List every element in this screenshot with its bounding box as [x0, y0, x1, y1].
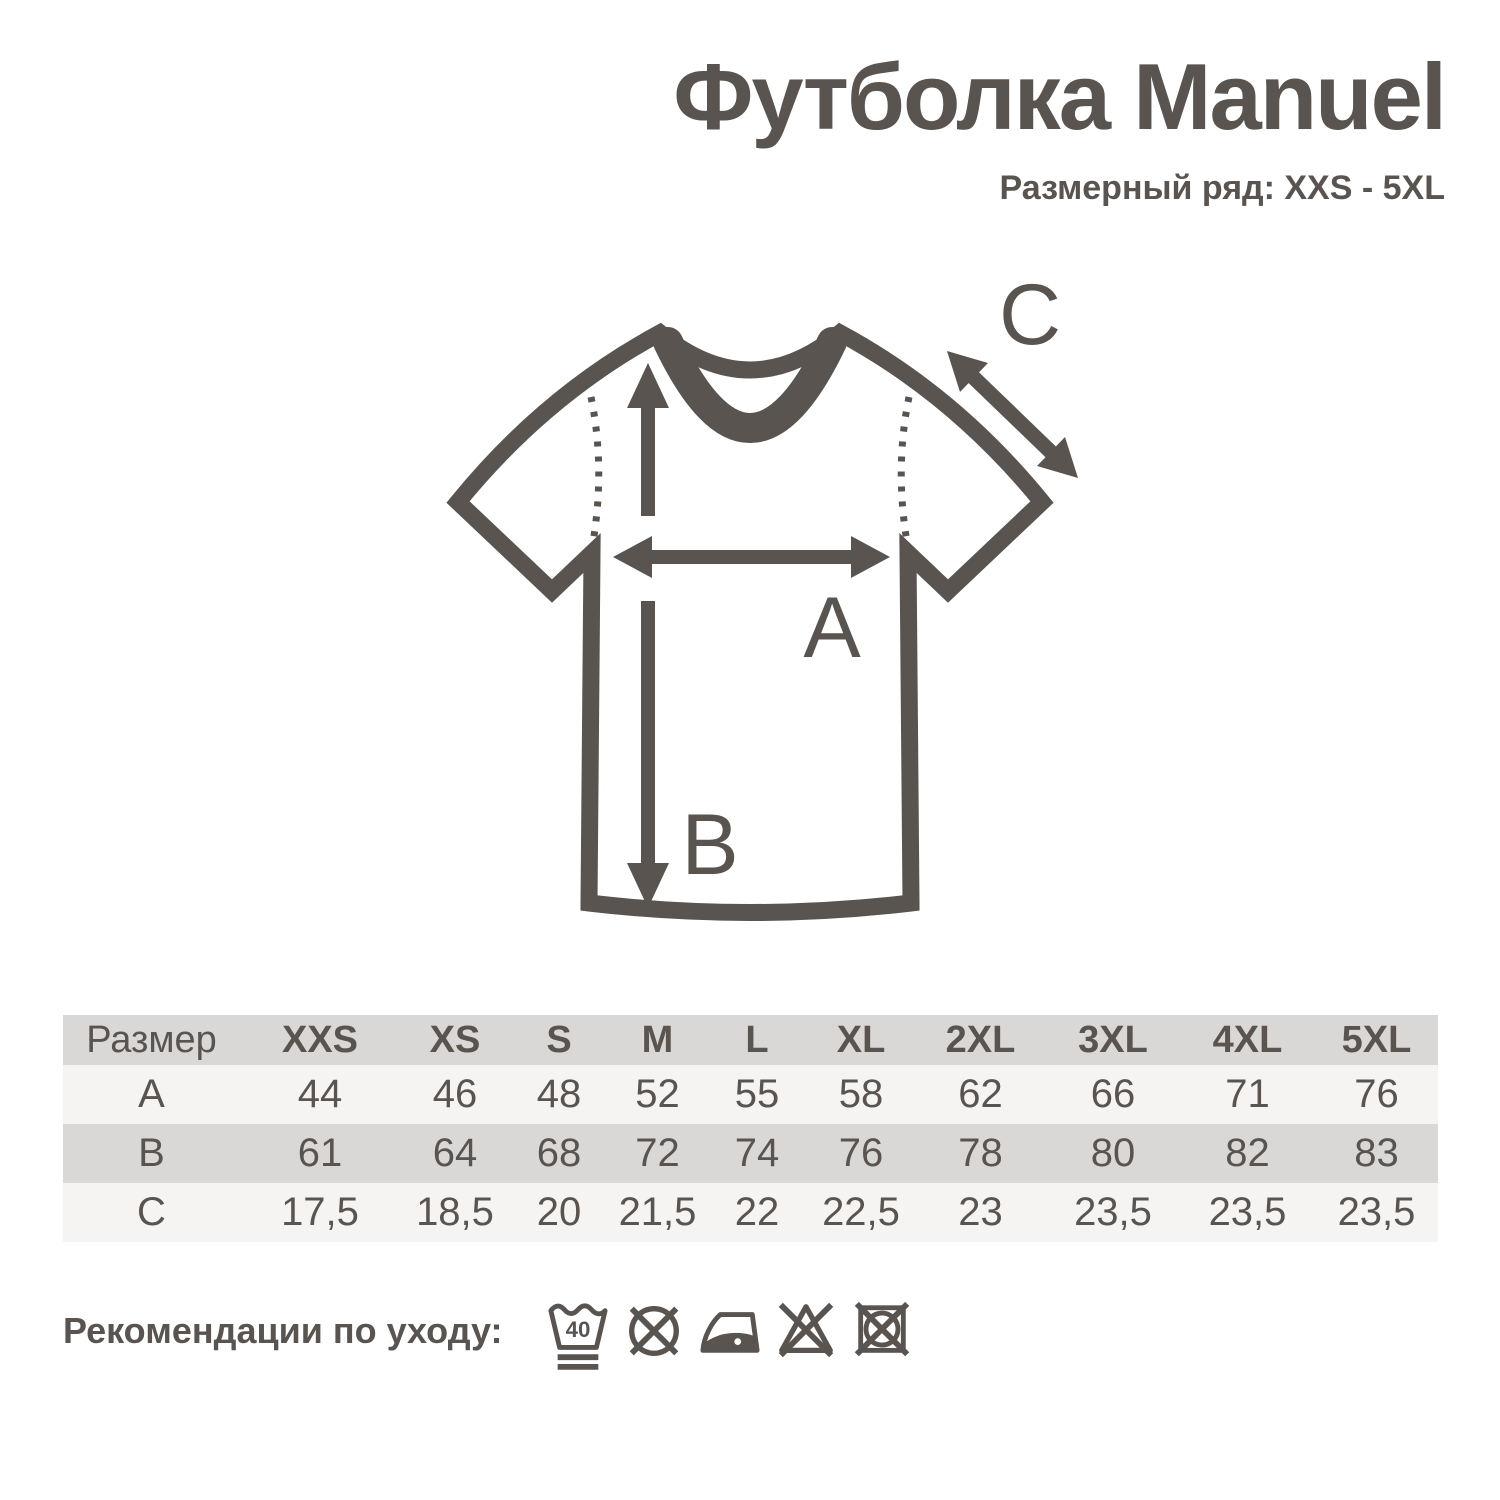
size-column-header: M [641, 1018, 674, 1061]
measurement-value-cell: 83 [1354, 1131, 1399, 1175]
measurement-row-b: B 61 64 68 72 74 76 78 80 82 83 [63, 1124, 1438, 1183]
measurement-value-cell: 64 [432, 1131, 478, 1175]
size-range-subtitle: Размерный ряд: XXS - 5XL [999, 168, 1445, 207]
do-not-bleach-icon [778, 1302, 833, 1358]
measurement-value-cell: 23 [958, 1190, 1003, 1234]
iron-low-heat-icon [699, 1312, 760, 1353]
size-table: Размер XXS XS S M L XL 2XL 3XL 4XL 5XL A 44 46 48 52 55 5… [63, 1015, 1438, 1242]
measurement-value-cell: 82 [1225, 1131, 1270, 1175]
size-column-header: 5XL [1341, 1018, 1412, 1061]
measurement-value-cell: 22,5 [822, 1190, 900, 1234]
measurement-value-cell: 52 [635, 1072, 680, 1116]
do-not-dry-clean-icon [628, 1306, 679, 1356]
arrow-c-sleeve [947, 351, 1078, 478]
do-not-tumble-dry-icon [854, 1301, 909, 1357]
measurement-value-cell: 72 [635, 1131, 680, 1175]
measurement-value-cell: 46 [432, 1072, 478, 1116]
measurement-value-cell: 78 [958, 1131, 1003, 1175]
size-column-header: L [745, 1018, 769, 1061]
measurement-value-cell: 23,5 [1208, 1190, 1287, 1234]
measurement-value-cell: 66 [1090, 1072, 1136, 1116]
measurement-value-cell: 22 [734, 1190, 780, 1234]
measurement-value-cell: 68 [536, 1131, 582, 1175]
size-column-header: 3XL [1078, 1018, 1148, 1061]
diagram-label-a: A [803, 580, 861, 676]
size-table-header-row: Размер XXS XS S M L XL 2XL 3XL 4XL 5XL [63, 1015, 1438, 1065]
measurement-row-label: A [138, 1072, 165, 1116]
armhole-seam-right-icon [897, 396, 913, 549]
measurement-value-cell: 48 [536, 1072, 582, 1116]
measurement-value-cell: 74 [734, 1131, 780, 1175]
size-column-header: XS [429, 1018, 481, 1061]
size-column-header: XL [836, 1018, 886, 1061]
arrow-b-length [627, 363, 669, 908]
size-column-header: S [546, 1018, 572, 1061]
diagram-label-c: C [999, 270, 1061, 363]
measurement-value-cell: 21,5 [618, 1190, 697, 1234]
measurement-value-cell: 23,5 [1074, 1190, 1152, 1234]
size-column-header: 2XL [945, 1018, 1016, 1061]
wash-40-gentle-icon: 40 [547, 1303, 608, 1370]
wash-temp-label: 40 [565, 1317, 590, 1342]
measurement-row-label: B [138, 1131, 165, 1175]
care-recommendations: Рекомендации по уходу: 40 [63, 1290, 913, 1372]
measurement-row-c: C 17,5 18,5 20 21,5 22 22,5 23 23,5 23,5 23,5 [63, 1183, 1438, 1242]
measurement-value-cell: 71 [1225, 1072, 1270, 1116]
measurement-value-cell: 23,5 [1337, 1190, 1416, 1234]
header: Футболка Manuel Размерный ряд: XXS - 5XL [673, 44, 1447, 208]
measurement-value-cell: 76 [838, 1131, 884, 1175]
size-table-grid: Размер XXS XS S M L XL 2XL 3XL 4XL 5XL A 44 46 48 52 55 5… [63, 1015, 1438, 1242]
measurement-value-cell: 18,5 [416, 1190, 494, 1234]
measurement-value-cell: 20 [536, 1190, 582, 1234]
size-column-header: XXS [281, 1018, 359, 1061]
care-icons: 40 [547, 1290, 913, 1372]
measurement-value-cell: 17,5 [281, 1190, 359, 1234]
arrow-a-width [613, 536, 890, 578]
measurement-value-cell: 62 [958, 1072, 1003, 1116]
measurement-value-cell: 44 [297, 1072, 343, 1116]
care-label: Рекомендации по уходу: [63, 1310, 503, 1351]
collar-band [653, 327, 847, 443]
size-header-label: Размер [86, 1018, 217, 1061]
measurement-row-a: A 44 46 48 52 55 58 62 66 71 76 [63, 1065, 1438, 1124]
diagram-label-b: B [681, 797, 738, 893]
size-column-header: 4XL [1212, 1018, 1283, 1061]
measurement-value-cell: 80 [1090, 1131, 1136, 1175]
measurement-value-cell: 58 [838, 1072, 884, 1116]
armhole-seam-left-icon [587, 396, 603, 549]
measurement-value-cell: 55 [734, 1072, 780, 1116]
measurement-row-label: C [137, 1190, 166, 1234]
measurement-value-cell: 76 [1354, 1072, 1399, 1116]
product-title: Футболка Manuel [673, 44, 1447, 149]
measurement-value-cell: 61 [297, 1131, 343, 1175]
tshirt-measurement-diagram: A B C [446, 270, 1078, 921]
